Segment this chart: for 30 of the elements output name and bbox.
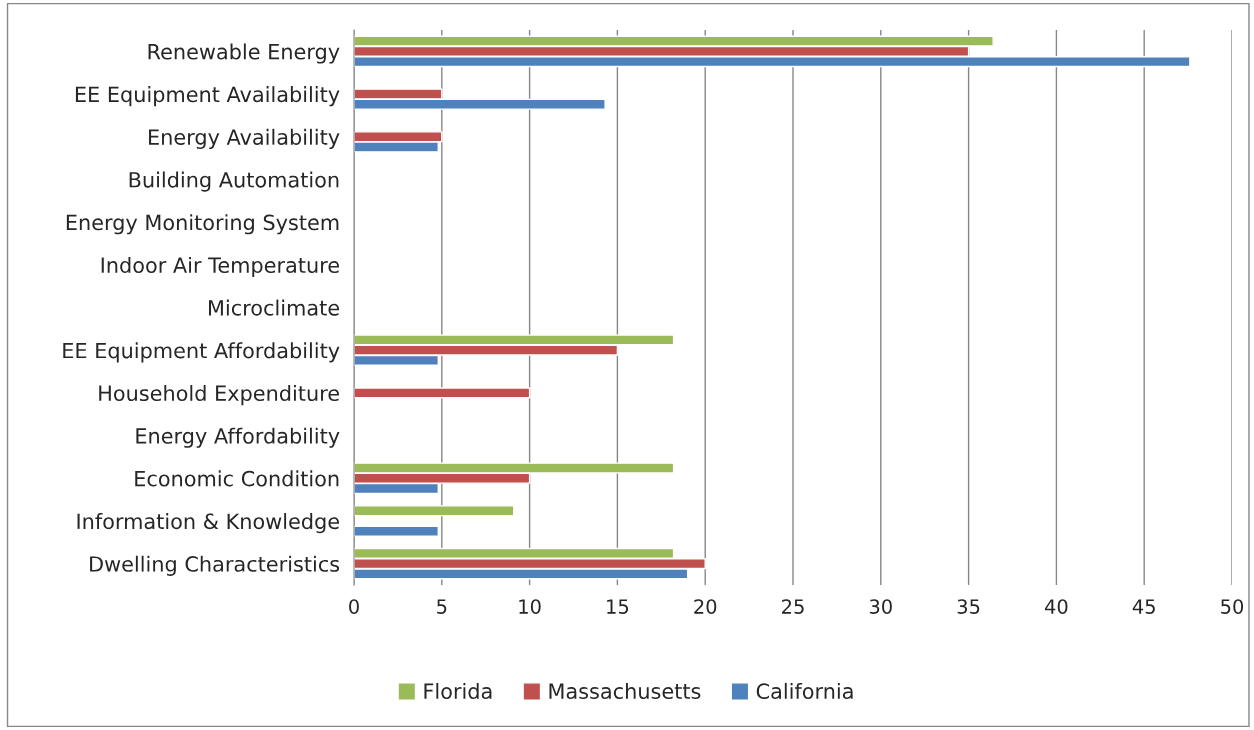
x-tick-label: 40 xyxy=(1044,599,1068,614)
x-tick-label: 5 xyxy=(437,599,447,614)
x-tick-label: 25 xyxy=(782,599,804,614)
legend-label: Massachusetts xyxy=(549,682,701,700)
y-tick-label: EE Equipment Availability xyxy=(75,86,340,107)
y-tick-label: Renewable Energy xyxy=(148,43,340,64)
y-tick-label: Energy Monitoring System xyxy=(66,214,339,235)
bar xyxy=(354,505,515,517)
x-tick-label: 35 xyxy=(957,599,980,614)
y-tick-label: Dwelling Characteristics xyxy=(90,555,340,576)
y-tick-label: Energy Affordability xyxy=(136,427,340,448)
y-tick-label: EE Equipment Affordability xyxy=(63,342,340,363)
y-tick-label: Energy Availability xyxy=(149,128,340,149)
y-tick-label: Indoor Air Temperature xyxy=(101,256,339,278)
x-tick-label: 30 xyxy=(869,599,892,614)
bar xyxy=(354,387,531,399)
x-tick-label: 20 xyxy=(694,599,717,614)
x-tick-label: 10 xyxy=(519,599,541,614)
bar xyxy=(354,525,439,537)
y-tick-label: Information & Knowledge xyxy=(77,513,339,534)
y-tick-label: Building Automation xyxy=(129,171,339,192)
x-tick-label: 15 xyxy=(607,599,629,614)
x-tick-label: 45 xyxy=(1132,599,1155,614)
legend-label: California xyxy=(756,682,853,700)
x-tick-label: 50 xyxy=(1221,599,1244,614)
x-tick-label: 0 xyxy=(349,599,359,614)
y-tick-label: Household Expenditure xyxy=(99,384,339,406)
y-tick-label: Microclimate xyxy=(209,299,339,316)
legend-label: Florida xyxy=(424,682,492,700)
y-tick-label: Economic Condition xyxy=(135,470,339,487)
